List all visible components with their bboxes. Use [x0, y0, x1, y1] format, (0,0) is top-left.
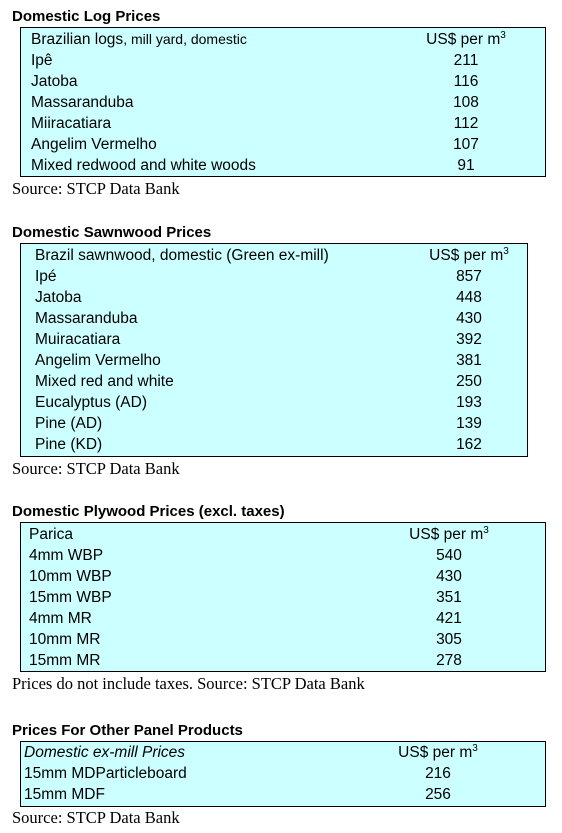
table-row: Jatoba 116 [21, 72, 545, 93]
table-row: Massaranduba 108 [21, 93, 545, 114]
table-row: Muiracatiara 392 [21, 330, 527, 351]
table-row: 15mm MDParticleboard 216 [21, 764, 545, 785]
plywood-prices-title: Domestic Plywood Prices (excl. taxes) [12, 503, 285, 520]
row-value: 381 [456, 352, 482, 369]
table-row: Eucalyptus (AD) 193 [21, 393, 527, 414]
row-name: Massaranduba [31, 94, 134, 111]
header-unit: US$ per m3 [409, 524, 489, 543]
table-row: Mixed red and white 250 [21, 372, 527, 393]
table-row: Pine (KD) 162 [21, 435, 527, 456]
header-label: Parica [29, 526, 73, 543]
row-name: 15mm MR [29, 652, 101, 669]
table-row: Angelim Vermelho 381 [21, 351, 527, 372]
table-row: 4mm WBP 540 [21, 546, 545, 567]
row-value: 421 [436, 610, 462, 627]
table-header-row: Domestic ex-mill Prices US$ per m3 [21, 743, 545, 764]
row-value: 211 [453, 52, 479, 69]
table-row: 10mm MR 305 [21, 630, 545, 651]
row-name: Angelim Vermelho [31, 136, 157, 153]
header-label: Brazil sawnwood, domestic (Green ex-mill… [35, 247, 329, 264]
row-name: 4mm WBP [29, 547, 104, 564]
row-name: Ipé [35, 268, 57, 285]
row-value: 256 [425, 786, 451, 803]
row-value: 91 [457, 157, 475, 174]
row-value: 430 [436, 568, 462, 585]
header-unit: US$ per m3 [429, 245, 509, 264]
row-value: 162 [456, 436, 482, 453]
row-name: 10mm WBP [29, 568, 112, 585]
table-row: Pine (AD) 139 [21, 414, 527, 435]
sawnwood-prices-title: Domestic Sawnwood Prices [12, 224, 212, 241]
row-value: 430 [456, 310, 482, 327]
table-row: Mixed redwood and white woods 91 [21, 156, 545, 177]
table-row: Miiracatiara 112 [21, 114, 545, 135]
panel-prices-source: Source: STCP Data Bank [12, 808, 180, 827]
table-row: Ipê 211 [21, 51, 545, 72]
row-name: 15mm MDF [24, 786, 105, 803]
row-name: 15mm MDParticleboard [24, 765, 187, 782]
row-name: Mixed redwood and white woods [31, 157, 256, 174]
row-name: Muiracatiara [35, 331, 121, 348]
log-prices-table: Brazilian logs, mill yard, domestic US$ … [20, 27, 546, 177]
plywood-prices-source: Prices do not include taxes. Source: STC… [12, 674, 365, 693]
row-name: Angelim Vermelho [35, 352, 161, 369]
panel-prices-table: Domestic ex-mill Prices US$ per m3 15mm … [20, 741, 546, 807]
row-name: Jatoba [35, 289, 82, 306]
header-label: Brazilian logs [31, 31, 124, 48]
row-value: 116 [453, 73, 479, 90]
panel-prices-title: Prices For Other Panel Products [12, 722, 243, 739]
sawnwood-prices-table: Brazil sawnwood, domestic (Green ex-mill… [20, 243, 528, 457]
row-value: 392 [456, 331, 482, 348]
header-unit: US$ per m3 [426, 29, 506, 48]
row-name: Jatoba [31, 73, 78, 90]
table-row: 15mm WBP 351 [21, 588, 545, 609]
row-value: 139 [456, 415, 482, 432]
row-value: 193 [456, 394, 482, 411]
row-value: 305 [436, 631, 462, 648]
header-label: Domestic ex-mill Prices [24, 744, 186, 761]
row-name: Massaranduba [35, 310, 138, 327]
table-header-row: Parica US$ per m3 [21, 525, 545, 546]
table-row: Ipé 857 [21, 267, 527, 288]
table-row: 10mm WBP 430 [21, 567, 545, 588]
row-name: 10mm MR [29, 631, 101, 648]
log-prices-source: Source: STCP Data Bank [12, 179, 180, 198]
row-value: 351 [436, 589, 462, 606]
row-name: Pine (AD) [35, 415, 103, 432]
row-name: Miiracatiara [31, 115, 112, 132]
row-name: Mixed red and white [35, 373, 174, 390]
sawnwood-prices-source: Source: STCP Data Bank [12, 459, 180, 478]
row-name: Pine (KD) [35, 436, 103, 453]
row-name: Eucalyptus (AD) [35, 394, 147, 411]
table-row: 4mm MR 421 [21, 609, 545, 630]
header-unit: US$ per m3 [398, 742, 478, 761]
header-label-sub: , mill yard, domestic [123, 31, 247, 47]
row-name: Ipê [31, 52, 53, 69]
row-value: 107 [453, 136, 479, 153]
row-value: 278 [436, 652, 462, 669]
row-name: 15mm WBP [29, 589, 112, 606]
table-row: Massaranduba 430 [21, 309, 527, 330]
row-value: 108 [453, 94, 479, 111]
table-row: Angelim Vermelho 107 [21, 135, 545, 156]
row-name: 4mm MR [29, 610, 92, 627]
row-value: 448 [456, 289, 482, 306]
table-row: 15mm MR 278 [21, 651, 545, 672]
table-row: Jatoba 448 [21, 288, 527, 309]
plywood-prices-table: Parica US$ per m3 4mm WBP 540 10mm WBP 430… [20, 522, 546, 672]
table-header-row: Brazil sawnwood, domestic (Green ex-mill… [21, 246, 527, 267]
log-prices-title: Domestic Log Prices [12, 8, 161, 25]
row-value: 250 [456, 373, 482, 390]
row-value: 112 [453, 115, 479, 132]
table-header-row: Brazilian logs, mill yard, domestic US$ … [21, 30, 545, 51]
row-value: 216 [425, 765, 451, 782]
table-row: 15mm MDF 256 [21, 785, 545, 806]
row-value: 857 [456, 268, 482, 285]
row-value: 540 [436, 547, 462, 564]
